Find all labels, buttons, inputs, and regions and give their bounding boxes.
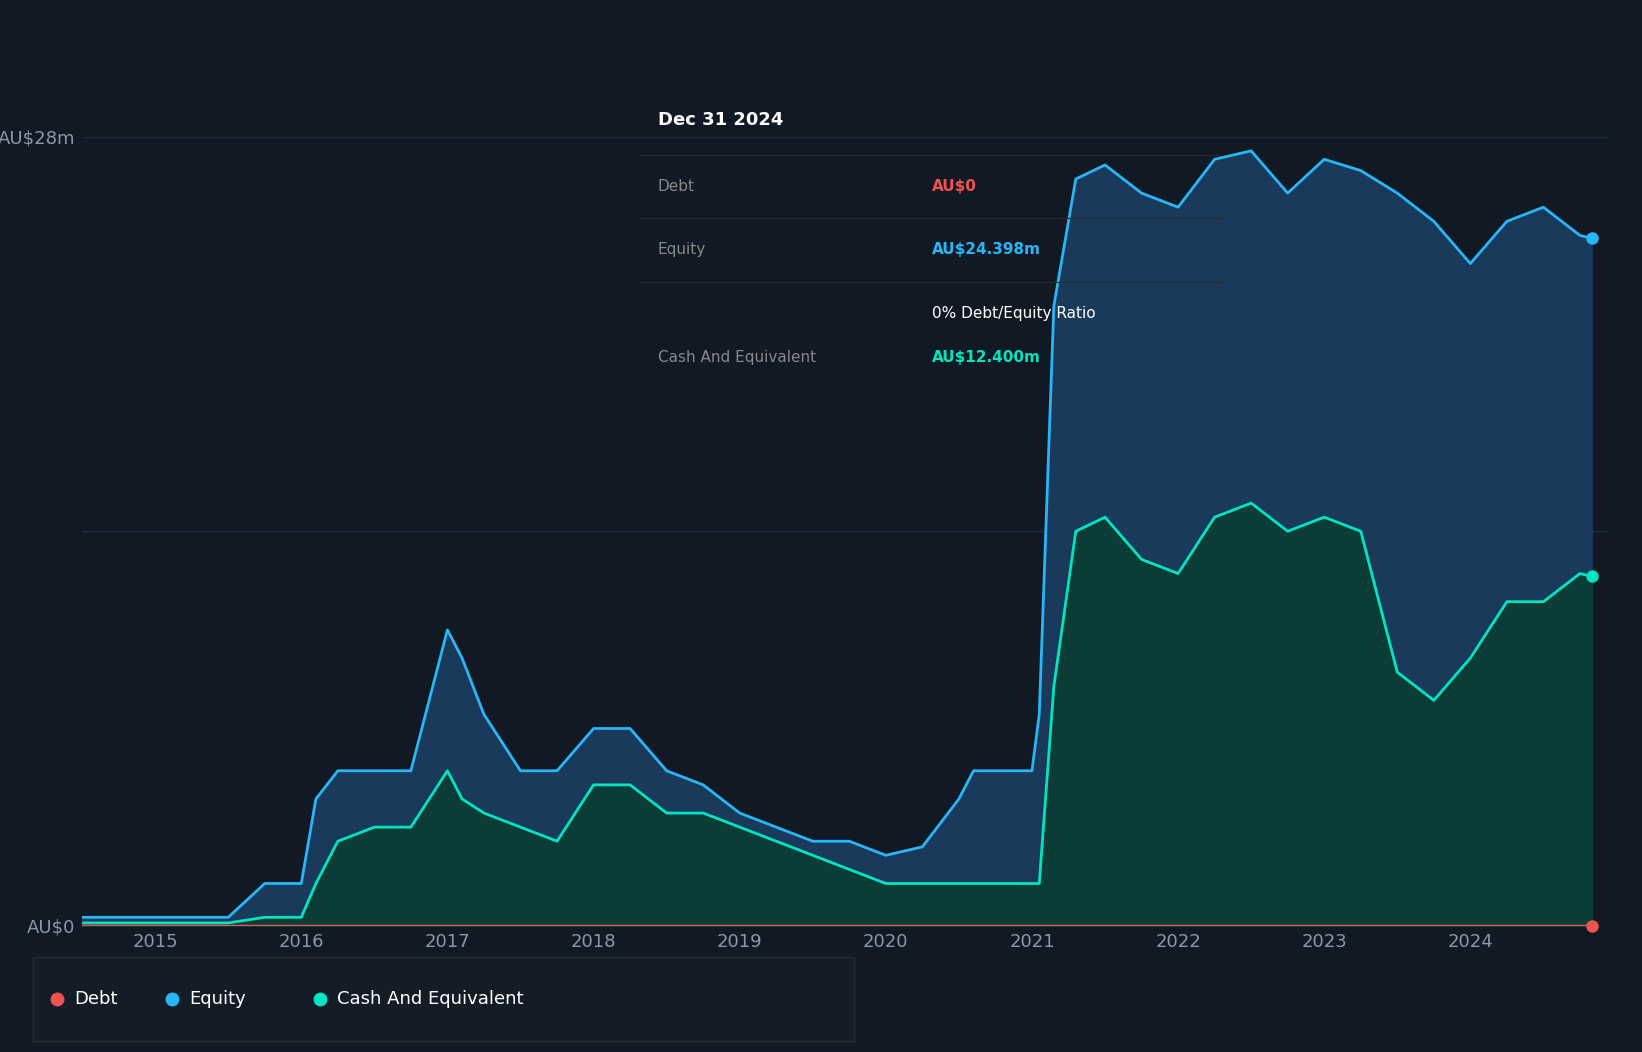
Text: Dec 31 2024: Dec 31 2024 [658,110,783,128]
Text: AU$24.398m: AU$24.398m [933,242,1041,258]
Text: AU$12.400m: AU$12.400m [933,349,1041,365]
Text: Cash And Equivalent: Cash And Equivalent [337,990,524,1009]
FancyBboxPatch shape [33,957,854,1041]
Text: AU$0: AU$0 [933,179,977,194]
Text: Debt: Debt [658,179,695,194]
Text: 0% Debt/Equity Ratio: 0% Debt/Equity Ratio [933,306,1095,321]
Text: Equity: Equity [658,242,706,258]
Text: Equity: Equity [189,990,246,1009]
Text: Cash And Equivalent: Cash And Equivalent [658,349,816,365]
Text: Debt: Debt [74,990,117,1009]
